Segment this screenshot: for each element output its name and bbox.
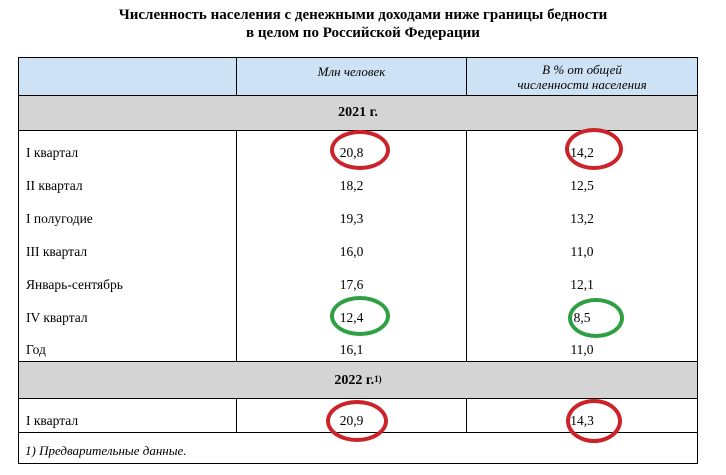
row-pct: 14,3 <box>466 399 697 432</box>
row-label: Год <box>26 342 46 357</box>
year-label: 2022 г. <box>334 373 375 388</box>
row-mln: 18,2 <box>236 164 466 197</box>
row-label: Январь-сентябрь <box>26 277 123 292</box>
row-mln: 16,0 <box>236 230 466 263</box>
header-pct-line-2: численности населения <box>517 77 647 92</box>
row-mln: 19,3 <box>236 197 466 230</box>
poverty-table: Млн человек В % от общей численности нас… <box>18 57 698 464</box>
row-pct: 12,1 <box>466 263 697 296</box>
table-row: IV квартал 12,4 8,5 <box>19 296 697 329</box>
table-row: Год 16,1 11,0 <box>19 329 697 362</box>
table-row: Январь-сентябрь 17,6 12,1 <box>19 263 697 296</box>
table-row: I полугодие 19,3 13,2 <box>19 197 697 230</box>
row-mln: 12,4 <box>236 296 466 329</box>
header-cell-empty <box>19 58 236 95</box>
table-row: III квартал 16,0 11,0 <box>19 230 697 263</box>
row-mln: 20,8 <box>236 131 466 164</box>
row-pct: 13,2 <box>466 197 697 230</box>
row-pct: 12,5 <box>466 164 697 197</box>
row-mln: 17,6 <box>236 263 466 296</box>
row-mln: 20,9 <box>236 399 466 432</box>
table-row: I квартал 20,8 14,2 <box>19 131 697 164</box>
header-pct-line-1: В % от общей <box>542 62 622 77</box>
row-label: III квартал <box>26 244 88 259</box>
header-row: Млн человек В % от общей численности нас… <box>19 58 697 96</box>
title-line-2: в целом по Российской Федерации <box>246 25 480 41</box>
row-pct: 11,0 <box>466 230 697 263</box>
row-pct: 14,2 <box>466 131 697 164</box>
table-row: II квартал 18,2 12,5 <box>19 164 697 197</box>
table-title: Численность населения с денежными дохода… <box>0 6 726 42</box>
row-label: I квартал <box>26 145 79 160</box>
row-label: IV квартал <box>26 310 88 325</box>
row-label: I полугодие <box>26 211 93 226</box>
year-row-2022: 2022 г.1) <box>19 362 697 399</box>
header-cell-pct: В % от общей численности населения <box>466 58 697 95</box>
year-label: 2021 г. <box>338 105 378 120</box>
row-label: I квартал <box>26 413 79 428</box>
row-label: II квартал <box>26 178 83 193</box>
footnote: 1) Предварительные данные. <box>25 443 187 458</box>
row-pct: 11,0 <box>466 329 697 361</box>
row-pct: 8,5 <box>466 296 697 329</box>
footnote-row: 1) Предварительные данные. <box>19 433 697 463</box>
row-mln: 16,1 <box>236 329 466 361</box>
year-row-2021: 2021 г. <box>19 96 697 131</box>
title-line-1: Численность населения с денежными дохода… <box>118 7 608 23</box>
table-row: I квартал 20,9 14,3 <box>19 399 697 433</box>
header-cell-mln: Млн человек <box>236 58 466 95</box>
year-footnote-mark: 1) <box>374 374 382 384</box>
